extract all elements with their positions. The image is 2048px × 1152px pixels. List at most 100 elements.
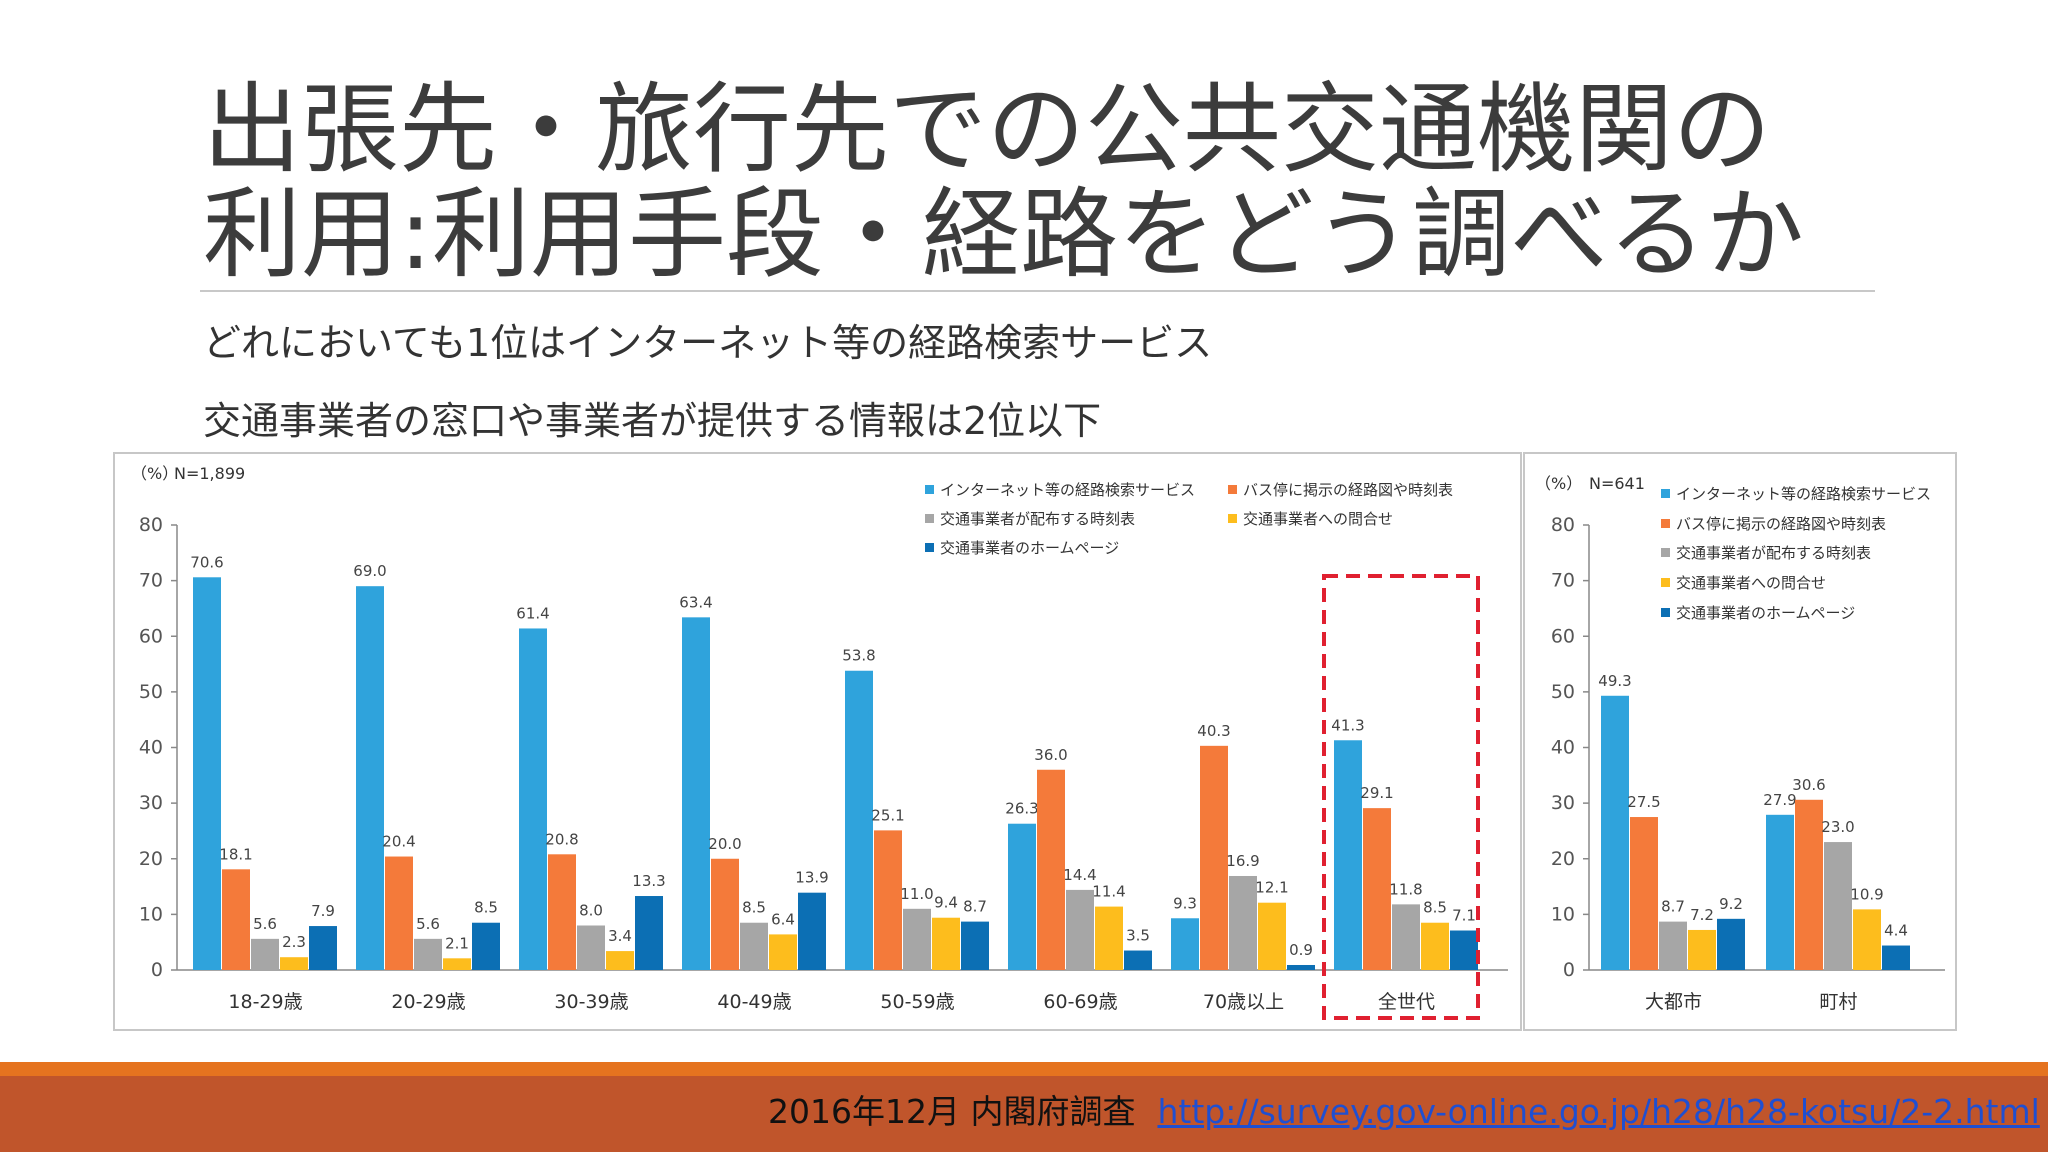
bar-value-label: 8.7 [963, 898, 987, 916]
bar-5 [1450, 930, 1478, 970]
bar-value-label: 20.8 [545, 830, 578, 848]
bar-2 [385, 856, 413, 970]
y-tick-label: 80 [139, 514, 163, 536]
bar-value-label: 23.0 [1821, 818, 1854, 836]
legend-entry-3: 交通事業者が配布する時刻表 [940, 510, 1135, 528]
bar-3 [1659, 921, 1687, 970]
bar-value-label: 11.4 [1092, 883, 1125, 901]
bar-value-label: 8.7 [1661, 898, 1685, 916]
y-tick-label: 80 [1551, 514, 1575, 536]
bar-value-label: 14.4 [1063, 866, 1096, 884]
bar-value-label: 11.8 [1389, 880, 1422, 898]
y-tick-label: 70 [139, 570, 163, 592]
bar-value-label: 5.6 [253, 915, 277, 933]
bar-value-label: 2.1 [445, 934, 469, 952]
slide-title: 出張先・旅行先での公共交通機関の 利用:利用手段・経路をどう調べるか [203, 78, 1804, 288]
footer-source: 2016年12月 内閣府調査 http://survey.gov-online.g… [768, 1085, 2040, 1133]
bar-value-label: 29.1 [1360, 784, 1393, 802]
bar-3 [1229, 875, 1257, 970]
bullet-2: 交通事業者の窓口や事業者が提供する情報は2位以下 [203, 399, 1102, 443]
legend-entry-1: インターネット等の経路検索サービス [940, 481, 1195, 499]
bar-value-label: 16.9 [1226, 852, 1259, 870]
bar-value-label: 3.4 [608, 927, 632, 945]
chart-panel-age: 0 10 20 30 40 50 60 70 80 （%） N=1,899 70.6 18.1 5.6 2.… [113, 452, 1522, 1031]
bar-4 [1258, 902, 1286, 970]
bar-value-label: 13.9 [795, 869, 828, 887]
bar-4 [1853, 909, 1881, 970]
bar-1 [1008, 823, 1036, 970]
bar-5 [635, 896, 663, 970]
y-tick-label: 60 [1551, 625, 1575, 647]
bar-4 [1688, 929, 1716, 970]
bar-value-label: 4.4 [1884, 922, 1908, 940]
bar-5 [1287, 964, 1315, 970]
bar-value-label: 6.4 [771, 910, 795, 928]
legend-entry-2: バス停に掲示の経路図や時刻表 [1676, 515, 1886, 533]
y-tick-label: 70 [1551, 570, 1575, 592]
bar-3 [1392, 904, 1420, 970]
x-tick-label: 70歳以上 [1203, 991, 1284, 1013]
y-tick-label: 40 [139, 737, 163, 759]
bar-value-label: 5.6 [416, 915, 440, 933]
bar-value-label: 49.3 [1598, 672, 1631, 690]
bar-1 [356, 586, 384, 970]
y-tick-label: 60 [139, 625, 163, 647]
bar-value-label: 26.3 [1005, 800, 1038, 818]
bar-4 [1095, 906, 1123, 970]
bar-2 [1037, 769, 1065, 970]
y-tick-label: 30 [139, 792, 163, 814]
bar-5 [309, 926, 337, 970]
y-tick-label: 30 [1551, 792, 1575, 814]
bar-value-label: 53.8 [842, 647, 875, 665]
bar-1 [1601, 695, 1629, 970]
bar-value-label: 40.3 [1197, 722, 1230, 740]
bar-value-label: 70.6 [190, 553, 223, 571]
legend-swatch-4 [1228, 514, 1237, 523]
legend-entry-3: 交通事業者が配布する時刻表 [1676, 544, 1871, 562]
bar-2 [222, 869, 250, 970]
highlight-box [1322, 574, 1480, 1020]
y-tick-label: 50 [1551, 681, 1575, 703]
bar-value-label: 7.1 [1452, 907, 1476, 925]
y-tick-label: 0 [1563, 959, 1575, 981]
legend-swatch-1 [1661, 489, 1670, 498]
bar-5 [472, 922, 500, 970]
bar-2 [548, 854, 576, 970]
y-tick-label: 0 [151, 959, 163, 981]
bar-4 [769, 934, 797, 970]
bar-3 [740, 922, 768, 970]
bar-value-label: 27.9 [1763, 791, 1796, 809]
bar-value-label: 10.9 [1850, 885, 1883, 903]
chart-panel-city: 0 10 20 30 40 50 60 70 80 （%） N=641 49.3 27.5 8.7 7.2 9… [1523, 452, 1957, 1031]
bar-5 [1882, 945, 1910, 970]
sample-size-label: N=1,899 [174, 464, 245, 483]
bar-value-label: 7.2 [1690, 906, 1714, 924]
legend-swatch-1 [925, 485, 934, 494]
bar-value-label: 0.9 [1289, 941, 1313, 959]
y-tick-label: 20 [1551, 848, 1575, 870]
legend-swatch-3 [925, 514, 934, 523]
footer-source-link[interactable]: http://survey.gov-online.go.jp/h28/h28-k… [1157, 1092, 2040, 1131]
bar-value-label: 2.3 [282, 933, 306, 951]
footer-bar [0, 1076, 2048, 1152]
legend-swatch-5 [1661, 608, 1670, 617]
bar-value-label: 8.5 [742, 899, 766, 917]
bar-4 [606, 951, 634, 970]
bar-2 [1200, 745, 1228, 970]
bar-4 [280, 957, 308, 970]
y-unit-label: （%） [131, 464, 178, 483]
bar-1 [1334, 740, 1362, 970]
bar-value-label: 3.5 [1126, 927, 1150, 945]
footer-accent-bar [0, 1062, 2048, 1076]
bar-4 [932, 917, 960, 970]
bar-1 [193, 577, 221, 970]
sample-size-label: N=641 [1589, 474, 1645, 493]
bar-value-label: 18.1 [219, 845, 252, 863]
chart-by-age: 0 10 20 30 40 50 60 70 80 （%）N=1,899 70.6 18.1 5.6 2.… [131, 464, 1508, 1020]
bar-2 [1795, 799, 1823, 970]
bar-5 [1124, 950, 1152, 970]
y-unit-label: （%） [1535, 474, 1582, 493]
legend-swatch-3 [1661, 548, 1670, 557]
bar-1 [682, 617, 710, 970]
bar-3 [414, 938, 442, 970]
